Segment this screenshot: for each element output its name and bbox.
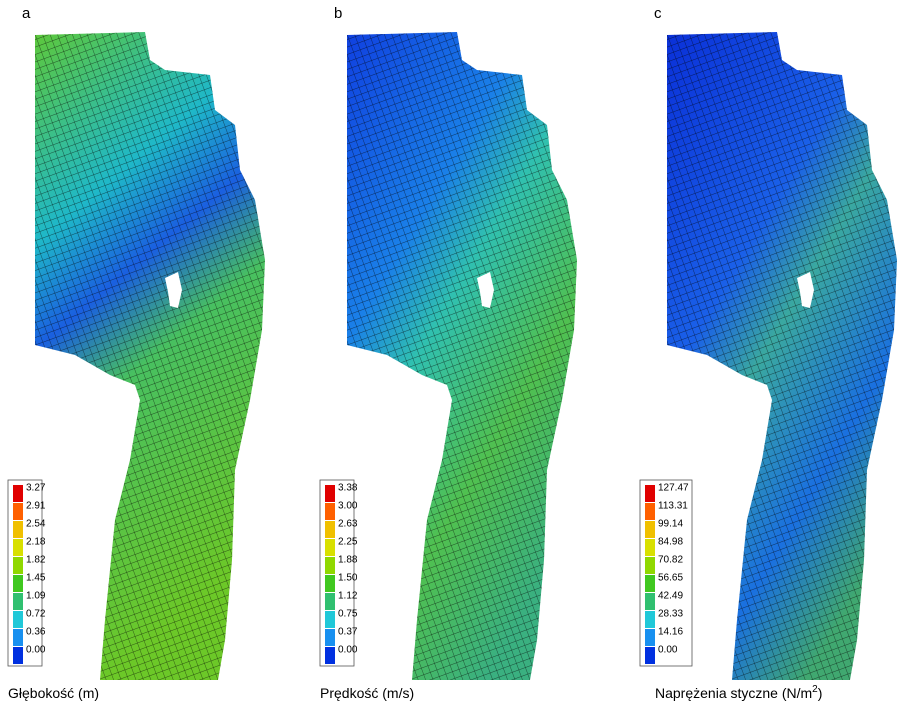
legend-swatch xyxy=(325,647,335,664)
legend-swatch xyxy=(13,557,23,574)
panel: a 3.27 2.91 2.54 2.18 1.82 1.45 1.09 0.72 0.36 0.0… xyxy=(7,5,265,701)
legend-value: 0.75 xyxy=(338,609,358,620)
legend-value: 2.54 xyxy=(26,519,46,530)
island xyxy=(165,272,182,308)
legend-value: 56.65 xyxy=(658,573,683,584)
legend-swatch xyxy=(645,629,655,646)
caption-part: ) xyxy=(818,685,823,701)
legend-value: 113.31 xyxy=(658,501,688,512)
legend-swatch xyxy=(325,557,335,574)
caption-part: Naprężenia styczne (N/m xyxy=(655,685,812,701)
legend-swatch xyxy=(13,647,23,664)
caption-part: Prędkość (m/s) xyxy=(320,685,414,701)
legend-swatch xyxy=(645,557,655,574)
legend-swatch xyxy=(325,485,335,502)
legend-value: 1.88 xyxy=(338,555,358,566)
caption: Prędkość (m/s) xyxy=(320,685,414,701)
caption: Naprężenia styczne (N/m2) xyxy=(655,684,822,701)
legend-value: 2.91 xyxy=(26,501,46,512)
legend-swatch xyxy=(13,629,23,646)
legend-value: 42.49 xyxy=(658,591,683,602)
legend-value: 2.25 xyxy=(338,537,358,548)
legend-swatch xyxy=(325,521,335,538)
legend-swatch xyxy=(645,539,655,556)
legend-swatch xyxy=(645,611,655,628)
legend-value: 1.09 xyxy=(26,591,46,602)
legend-value: 1.50 xyxy=(338,573,358,584)
legend-value: 70.82 xyxy=(658,555,683,566)
legend-swatch xyxy=(325,611,335,628)
legend-value: 0.00 xyxy=(658,645,678,656)
legend-swatch xyxy=(645,521,655,538)
island xyxy=(797,272,814,308)
legend-swatch xyxy=(325,503,335,520)
legend-value: 28.33 xyxy=(658,609,683,620)
legend-value: 2.63 xyxy=(338,519,358,530)
legend-value: 14.16 xyxy=(658,627,683,638)
legend-swatch xyxy=(325,593,335,610)
legend-swatch xyxy=(13,521,23,538)
legend-swatch xyxy=(13,593,23,610)
legend-swatch xyxy=(645,503,655,520)
legend-value: 3.38 xyxy=(338,483,358,494)
legend: 127.47 113.31 99.14 84.98 70.82 56.65 42.49 28.… xyxy=(639,479,693,667)
legend-value: 0.00 xyxy=(338,645,358,656)
legend-value: 3.00 xyxy=(338,501,358,512)
river-mesh xyxy=(35,32,265,680)
river-mesh xyxy=(667,32,897,680)
river-mesh xyxy=(347,32,577,680)
legend-value: 3.27 xyxy=(26,483,46,494)
legend-swatch xyxy=(13,485,23,502)
caption-part: 2 xyxy=(812,684,818,695)
panel-label: a xyxy=(22,5,31,22)
legend-value: 84.98 xyxy=(658,537,683,548)
caption: Głębokość (m) xyxy=(8,685,99,701)
legend-value: 0.37 xyxy=(338,627,358,638)
legend-value: 2.18 xyxy=(26,537,46,548)
island xyxy=(477,272,494,308)
legend-value: 99.14 xyxy=(658,519,683,530)
panel-label: c xyxy=(654,5,662,22)
legend-swatch xyxy=(325,575,335,592)
legend-swatch xyxy=(13,539,23,556)
legend-swatch xyxy=(325,629,335,646)
panels: a 3.27 2.91 2.54 2.18 1.82 1.45 1.09 0.72 0.36 0.0… xyxy=(7,5,897,701)
legend-value: 1.82 xyxy=(26,555,46,566)
panel-label: b xyxy=(334,5,342,22)
legend-swatch xyxy=(645,575,655,592)
legend-value: 0.00 xyxy=(26,645,46,656)
legend-swatch xyxy=(13,575,23,592)
legend-swatch xyxy=(13,503,23,520)
legend: 3.27 2.91 2.54 2.18 1.82 1.45 1.09 0.72 0.36 0.00 xyxy=(7,479,46,667)
caption-part: Głębokość (m) xyxy=(8,685,99,701)
legend-swatch xyxy=(645,485,655,502)
legend-value: 1.45 xyxy=(26,573,46,584)
legend-value: 0.72 xyxy=(26,609,46,620)
panel: b 3.38 3.00 2.63 2.25 1.88 1.50 1.12 0.75 0.37 0.0… xyxy=(319,5,577,701)
legend-value: 127.47 xyxy=(658,483,689,494)
legend-value: 0.36 xyxy=(26,627,46,638)
legend-swatch xyxy=(325,539,335,556)
legend-value: 1.12 xyxy=(338,591,358,602)
legend: 3.38 3.00 2.63 2.25 1.88 1.50 1.12 0.75 0.37 0.00 xyxy=(319,479,358,667)
legend-swatch xyxy=(645,593,655,610)
panel: c 127.47 113.31 99.14 84.98 70.82 56.65 42.49 28… xyxy=(639,5,897,701)
legend-swatch xyxy=(645,647,655,664)
legend-swatch xyxy=(13,611,23,628)
